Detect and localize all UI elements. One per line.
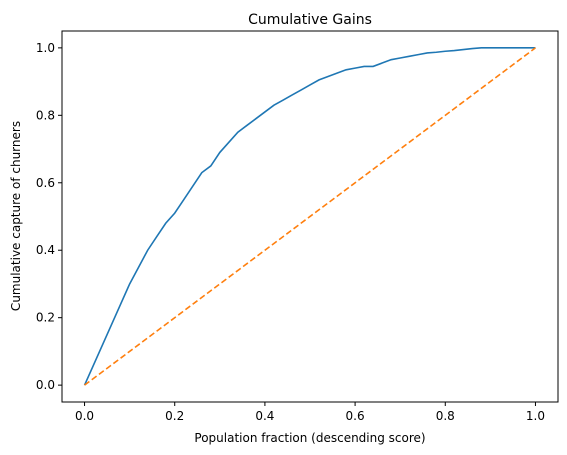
baseline-dashed-line xyxy=(84,47,536,386)
chart-title: Cumulative Gains xyxy=(248,12,372,28)
plot-area xyxy=(83,47,536,386)
plot-frame xyxy=(61,30,559,403)
x-tick-label: 1.0 xyxy=(526,409,545,423)
y-tick-label: 0.8 xyxy=(36,108,55,122)
y-axis-label: Cumulative capture of churners xyxy=(9,121,23,311)
x-axis-label: Population fraction (descending score) xyxy=(194,431,425,445)
y-tick-label: 0.0 xyxy=(36,378,55,392)
y-tick-label: 0.4 xyxy=(36,243,55,257)
x-tick-label: 0.4 xyxy=(255,409,274,423)
x-tick-label: 0.0 xyxy=(75,409,94,423)
x-tick-label: 0.6 xyxy=(346,409,365,423)
x-axis-ticks: 0.0 0.2 0.4 0.6 0.8 1.0 xyxy=(75,402,545,423)
x-tick-label: 0.2 xyxy=(165,409,184,423)
y-tick-label: 0.6 xyxy=(36,176,55,190)
x-tick-label: 0.8 xyxy=(436,409,455,423)
gains-curve-line xyxy=(83,47,536,386)
y-tick-label: 0.2 xyxy=(36,311,55,325)
y-axis-ticks: 0.0 0.2 0.4 0.6 0.8 1.0 xyxy=(36,41,62,392)
y-tick-label: 1.0 xyxy=(36,41,55,55)
